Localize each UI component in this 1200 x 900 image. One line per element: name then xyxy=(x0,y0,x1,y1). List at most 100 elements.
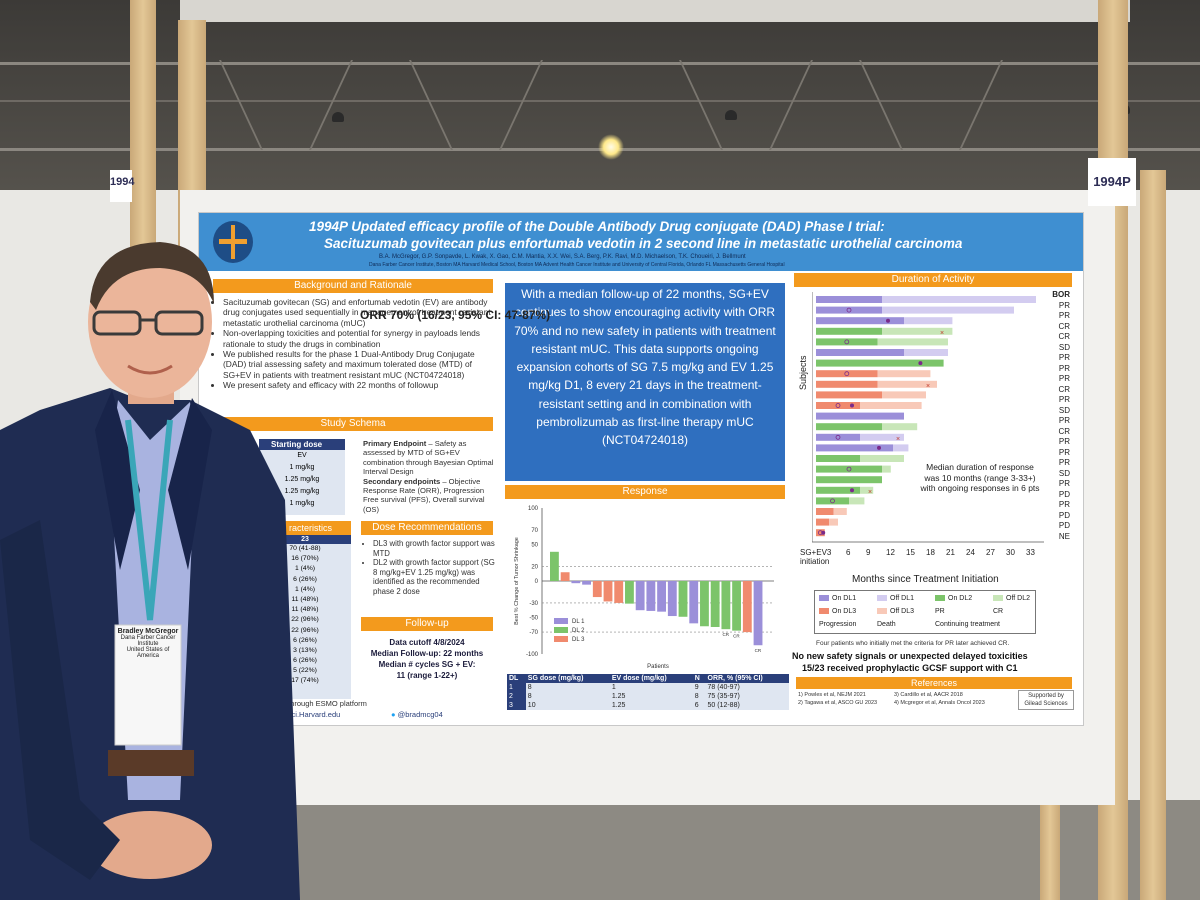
bor-value: PR xyxy=(1058,500,1070,509)
characteristic-value: 6 (26%) xyxy=(293,636,317,644)
swimmer-bar-on xyxy=(816,508,834,515)
characteristic-value: 6 (26%) xyxy=(293,657,317,665)
background-bullet: We published results for the phase 1 Dua… xyxy=(223,349,495,380)
section-followup-header: Follow-up xyxy=(361,617,493,631)
dose-value: 1 mg/kg xyxy=(289,500,315,507)
waterfall-chart: 100 70 50 20 0 -30 -50 -70 -100 Best % Change of … xyxy=(508,500,790,670)
dose-table-header: EV dose (mg/kg) xyxy=(609,674,693,683)
ceiling-beam xyxy=(0,100,1200,102)
swimmer-bar-off xyxy=(882,423,918,431)
swimmer-xtick: 12 xyxy=(886,548,895,557)
badge-name: Bradley McGregor xyxy=(117,628,179,635)
waterfall-bar xyxy=(721,581,731,630)
table-cell: 9 xyxy=(692,683,706,692)
characteristic-value: 1 (4%) xyxy=(294,565,316,573)
swimmer-bar-on xyxy=(816,412,904,420)
legend-entry: On DL2 xyxy=(935,595,972,602)
legend-entry: Continuing treatment xyxy=(935,621,1000,628)
swimmer-bar-off xyxy=(904,349,948,356)
followup-text: Data cutoff 4/8/2024 Median Follow-up: 2… xyxy=(361,637,493,681)
y-tick-label: 50 xyxy=(531,543,538,549)
presenter-person xyxy=(0,242,300,900)
swimmer-xtick: 30 xyxy=(1006,548,1015,557)
swimmer-bar-on xyxy=(816,497,849,505)
dose-level-table: DL SG dose (mg/kg) EV dose (mg/kg) N ORR, % … xyxy=(507,674,789,710)
legend-text: PR xyxy=(935,608,945,615)
safety-line2: 15/23 received prophylactic GCSF support… xyxy=(802,663,1018,673)
twitter-handle[interactable]: ● @bradmcg04 xyxy=(391,710,443,720)
table-cell: 6 xyxy=(692,701,706,710)
bor-value: PD xyxy=(1058,489,1070,499)
dose-table-header-row: DL SG dose (mg/kg) EV dose (mg/kg) N ORR, % … xyxy=(507,674,789,683)
legend-swatch xyxy=(993,595,1003,602)
waterfall-bar xyxy=(582,581,591,585)
y-tick-label: 0 xyxy=(535,579,539,585)
poster-affiliations: Dana Farber Cancer Institute, Boston MA … xyxy=(369,262,785,268)
ceiling-truss xyxy=(409,60,453,150)
cr-marker xyxy=(821,530,826,535)
badge-org: Dana Farber Cancer Institute xyxy=(120,635,176,647)
swimmer-bar-on xyxy=(816,518,830,526)
characteristic-value: 22 (96%) xyxy=(291,616,319,624)
cr-marker xyxy=(886,318,890,323)
background-bullet: Sacituzumab govitecan (SG) and enfortuma… xyxy=(223,297,495,328)
cr-marker xyxy=(877,445,881,450)
characteristic-value: 70 (41-88) xyxy=(289,545,321,552)
waterfall-bar xyxy=(753,581,763,646)
swimmer-xlabel: Months since Treatment Initiation xyxy=(852,574,999,585)
bor-header: BOR xyxy=(1052,290,1070,299)
key-findings-box: With a median follow-up of 22 months, SG… xyxy=(505,283,785,481)
y-tick-label: 70 xyxy=(531,528,538,534)
background-text: Sacituzumab govitecan (SG) and enfortuma… xyxy=(213,297,495,391)
swimmer-bar-on xyxy=(816,317,904,325)
swimmer-bar-on xyxy=(816,380,878,388)
characteristic-value: 11 (48%) xyxy=(291,595,319,603)
swimmer-bar-off xyxy=(860,402,922,409)
cr-marker xyxy=(850,403,854,408)
legend-swatch xyxy=(819,595,829,602)
swimmer-bar-on xyxy=(816,529,825,537)
pr-marker xyxy=(830,498,835,504)
bor-value: PR xyxy=(1058,437,1070,446)
swimmer-bar-on xyxy=(816,391,882,399)
characteristic-value: 11 (48%) xyxy=(291,606,319,614)
table-cell: 3 xyxy=(507,701,526,710)
swimmer-ylabel: Subjects xyxy=(798,355,808,390)
contact-email[interactable]: or@dfci.Harvard.edu xyxy=(271,710,341,719)
swimmer-bar-off xyxy=(877,370,931,378)
section-schema-header: Study Schema xyxy=(213,417,493,431)
x-start-label: SG+EV3 initiation xyxy=(800,548,832,566)
death-marker: × xyxy=(896,436,900,443)
swimmer-bar-off xyxy=(882,465,891,473)
table-cell: 10 xyxy=(525,701,610,710)
characteristic-value: 6 (26%) xyxy=(293,575,317,583)
table-cell: 8 xyxy=(525,692,610,701)
ceiling-beam xyxy=(0,62,1200,65)
y-tick-label: -30 xyxy=(529,601,538,607)
dose-value: 1.25 mg/kg xyxy=(284,488,320,495)
bor-value: PR xyxy=(1058,447,1070,457)
bor-value: PR xyxy=(1058,353,1070,362)
waterfall-bar xyxy=(646,581,656,611)
waterfall-bar xyxy=(657,581,666,612)
swimmer-bar-off xyxy=(893,444,909,452)
reference-item: 3) Cardillo et al, AACR 2018 xyxy=(894,692,963,698)
secondary-endpoint-text: – Objective Response Rate (ORR), Progres… xyxy=(363,476,485,514)
bor-value: CR xyxy=(1058,384,1070,394)
bor-value: PR xyxy=(1058,395,1070,404)
legend-entry: Off DL2 xyxy=(993,595,1030,602)
bor-value: PR xyxy=(1058,479,1070,488)
legend-label: DL 2 xyxy=(572,628,585,634)
bor-value: PR xyxy=(1058,416,1070,425)
legend-swatch xyxy=(554,627,568,633)
pr-marker xyxy=(844,339,850,345)
ceiling-truss xyxy=(219,60,263,150)
waterfall-bar xyxy=(742,581,752,633)
characteristic-value: 22 (96%) xyxy=(291,626,319,634)
background-bullet: Non-overlapping toxicities and potential… xyxy=(223,328,495,349)
dose-rec-bullet: DL2 with growth factor support (SG 8 mg/… xyxy=(373,558,495,596)
swimmer-xticks: 6 9 12 15 18 21 24 27 30 33 xyxy=(846,548,1046,558)
bor-value: PD xyxy=(1058,510,1070,520)
swimmer-bar-off xyxy=(882,391,926,399)
bor-value: PD xyxy=(1058,521,1070,530)
